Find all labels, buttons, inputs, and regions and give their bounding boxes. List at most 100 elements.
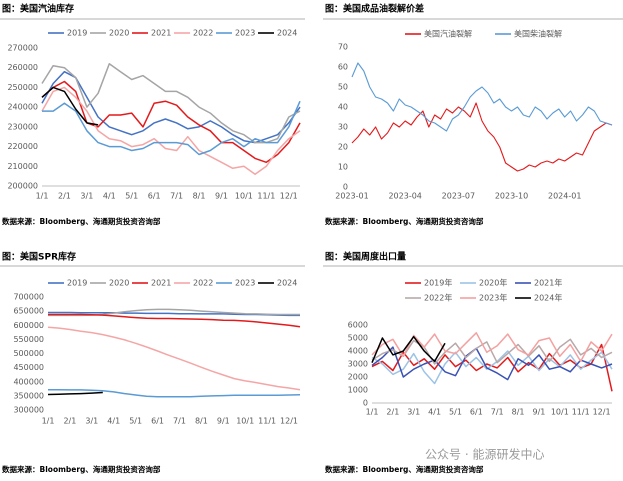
legend-label: 2020年 (479, 278, 507, 288)
y-tick-label: 260000 (7, 63, 38, 72)
x-tick-label: 2024-01 (548, 192, 581, 201)
y-tick-label: 10 (338, 163, 348, 172)
x-tick-label: 8/1 (512, 408, 525, 417)
x-tick-label: 7/1 (170, 192, 183, 201)
x-tick-label: 2/1 (58, 192, 71, 201)
y-tick-label: 4000 (348, 347, 368, 356)
x-tick-label: 2/1 (63, 417, 76, 426)
y-tick-label: 6000 (348, 321, 368, 330)
y-tick-label: 240000 (7, 103, 38, 112)
y-tick-label: 550000 (13, 335, 44, 344)
watermark: 公众号 · 能源研发中心 (425, 447, 544, 462)
y-tick-label: 300000 (13, 406, 44, 415)
series-line (351, 62, 613, 132)
source-note: 数据来源：Bloomberg、海通期货投资咨询部 (2, 464, 161, 474)
chart-title: 图：美国周度出口量 (325, 251, 406, 263)
legend-label: 2020 (109, 29, 129, 38)
y-tick-label: 1000 (348, 386, 368, 395)
x-tick-label: 3/1 (85, 417, 98, 426)
x-tick-label: 8/1 (195, 417, 208, 426)
y-tick-label: 250000 (7, 83, 38, 92)
series-line (41, 63, 301, 144)
source-note: 数据来源：Bloomberg、海通期货投资咨询部 (2, 216, 161, 226)
legend-label: 2022 (193, 29, 213, 38)
legend-label: 2019 (67, 29, 87, 38)
x-tick-label: 4/1 (428, 408, 441, 417)
y-tick-label: 500000 (13, 349, 44, 358)
x-tick-label: 1/1 (366, 408, 379, 417)
x-tick-label: 6/1 (151, 417, 164, 426)
x-tick-label: 10/1 (551, 408, 569, 417)
x-tick-label: 7/1 (173, 417, 186, 426)
legend-label: 2023 (235, 279, 255, 288)
y-tick-label: 0 (363, 399, 368, 408)
y-tick-label: 50 (338, 83, 348, 92)
y-tick-label: 450000 (13, 363, 44, 372)
x-tick-label: 9/1 (217, 417, 230, 426)
series-line (371, 338, 613, 365)
x-tick-label: 2023-01 (335, 192, 368, 201)
x-tick-label: 10/1 (236, 417, 254, 426)
x-tick-label: 6/1 (470, 408, 483, 417)
x-tick-label: 5/1 (129, 417, 142, 426)
y-tick-label: 230000 (7, 122, 38, 131)
legend-label: 2021 (151, 279, 171, 288)
y-tick-label: 350000 (13, 391, 44, 400)
x-tick-label: 10/1 (235, 192, 253, 201)
legend-label: 2021 (151, 29, 171, 38)
legend-label: 2021年 (534, 278, 562, 288)
legend-label: 2024 (277, 29, 297, 38)
series-line (41, 80, 301, 164)
y-tick-label: 210000 (7, 162, 38, 171)
series-line (48, 313, 301, 328)
x-tick-label: 1/1 (36, 192, 49, 201)
legend-label: 2024 (277, 279, 297, 288)
x-tick-label: 2023-07 (442, 192, 475, 201)
chart-title: 图：美国SPR库存 (2, 251, 76, 263)
y-tick-label: 60 (338, 63, 348, 72)
x-tick-label: 3/1 (407, 408, 420, 417)
source-note: 数据来源：Bloomberg、海通期货投资咨询部 (325, 216, 484, 226)
x-tick-label: 4/1 (103, 192, 116, 201)
x-tick-label: 3/1 (80, 192, 93, 201)
series-line (47, 326, 301, 391)
y-tick-label: 600000 (13, 321, 44, 330)
series-line (48, 388, 301, 398)
series-line (42, 100, 301, 156)
x-tick-label: 1/1 (42, 417, 55, 426)
source-note: 数据来源：Bloomberg、海通期货投资咨询部 (325, 464, 484, 474)
x-tick-label: 12/1 (280, 417, 298, 426)
y-tick-label: 0 (343, 183, 348, 192)
y-tick-label: 650000 (13, 307, 44, 316)
y-tick-label: 20 (338, 143, 348, 152)
x-tick-label: 9/1 (215, 192, 228, 201)
x-tick-label: 2023-10 (495, 192, 528, 201)
series-line (371, 335, 446, 363)
x-tick-label: 5/1 (449, 408, 462, 417)
x-tick-label: 6/1 (148, 192, 161, 201)
x-tick-label: 2/1 (386, 408, 399, 417)
legend-label: 美国柴油裂解 (514, 29, 562, 39)
series-line (47, 391, 103, 396)
x-tick-label: 11/1 (257, 192, 275, 201)
legend-label: 美国汽油裂解 (424, 29, 472, 39)
chart-title: 图：美国汽油库存 (2, 3, 74, 15)
y-tick-label: 220000 (7, 142, 38, 151)
x-tick-label: 11/1 (572, 408, 590, 417)
legend-label: 2024年 (534, 293, 562, 303)
y-tick-label: 70 (338, 43, 348, 52)
y-tick-label: 700000 (13, 293, 44, 302)
y-tick-label: 200000 (7, 182, 38, 191)
legend-label: 2023 (235, 29, 255, 38)
x-tick-label: 2023-04 (388, 192, 421, 201)
y-tick-label: 3000 (348, 360, 368, 369)
chart-title: 图：美国成品油裂解价差 (325, 3, 424, 15)
x-tick-label: 11/1 (258, 417, 276, 426)
legend-label: 2023年 (479, 293, 507, 303)
x-tick-label: 7/1 (491, 408, 504, 417)
y-tick-label: 2000 (348, 373, 368, 382)
y-tick-label: 40 (338, 103, 348, 112)
series-line (41, 86, 301, 175)
legend-label: 2020 (109, 279, 129, 288)
